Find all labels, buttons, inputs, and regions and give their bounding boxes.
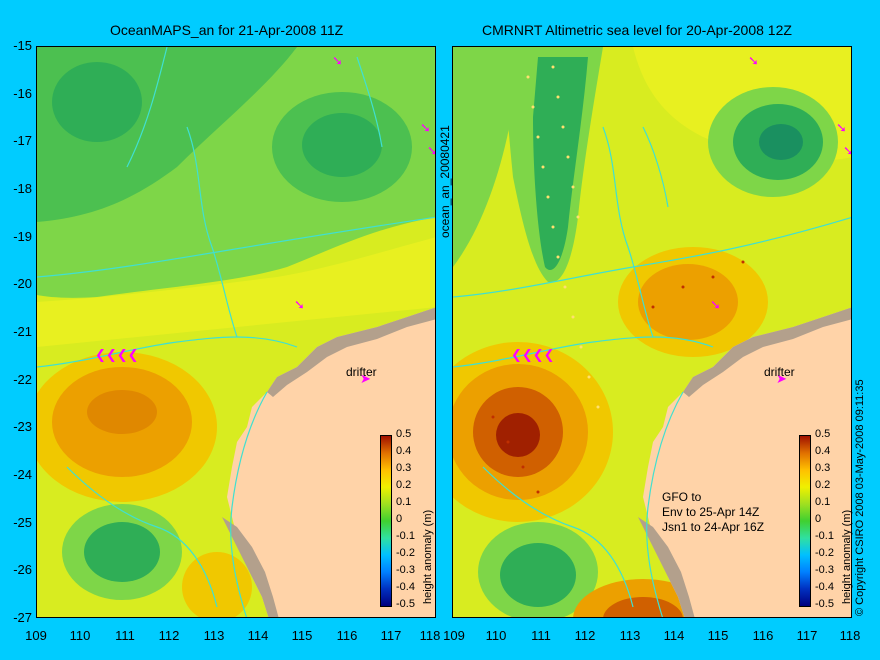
left-x-tick: 114 xyxy=(247,628,269,643)
left-x-tick: 109 xyxy=(25,628,47,643)
drift-arrow-icon: ➘ xyxy=(420,121,431,136)
left-colorbar-tick: -0.1 xyxy=(396,530,415,542)
drift-arrow-icon: ❮❮❮❮ xyxy=(95,348,139,363)
right-drifter-label: drifter xyxy=(764,365,795,379)
right-x-tick: 117 xyxy=(796,628,818,643)
right-colorbar-tick: 0.4 xyxy=(815,445,831,457)
satellite-line-1: GFO to xyxy=(662,490,702,504)
y-tick: -27 xyxy=(13,610,32,625)
left-x-tick: 115 xyxy=(291,628,313,643)
right-x-tick: 113 xyxy=(619,628,641,643)
y-tick: -25 xyxy=(13,515,32,530)
drift-arrow-icon: ➘ xyxy=(427,144,436,159)
y-tick: -19 xyxy=(13,229,32,244)
right-colorbar-tick: -0.5 xyxy=(815,598,834,610)
right-x-tick: 115 xyxy=(707,628,729,643)
right-x-tick: 114 xyxy=(663,628,685,643)
drift-arrow-icon: ➘ xyxy=(748,54,759,69)
left-x-tick: 112 xyxy=(158,628,180,643)
left-colorbar xyxy=(380,435,392,607)
left-colorbar-tick: 0.4 xyxy=(396,445,412,457)
y-tick: -22 xyxy=(13,372,32,387)
left-colorbar-tick: 0 xyxy=(396,513,403,525)
left-x-tick: 117 xyxy=(380,628,402,643)
left-colorbar-tick: -0.4 xyxy=(396,581,415,593)
model-run-label: ocean_an_20080421 xyxy=(438,125,452,238)
y-tick: -24 xyxy=(13,467,32,482)
right-colorbar-tick: 0.1 xyxy=(815,496,831,508)
drifter-arrow-icon: ➤ xyxy=(360,372,371,387)
left-colorbar-tick: 0.5 xyxy=(396,428,412,440)
y-tick: -17 xyxy=(13,133,32,148)
left-map-title: OceanMAPS_an for 21-Apr-2008 11Z xyxy=(110,22,344,38)
left-colorbar-tick: -0.5 xyxy=(396,598,415,610)
right-colorbar-tick: -0.2 xyxy=(815,547,834,559)
right-x-tick: 118 xyxy=(839,628,861,643)
right-x-tick: 112 xyxy=(574,628,596,643)
left-colorbar-tick: 0.3 xyxy=(396,462,412,474)
drifter-arrow-icon: ➤ xyxy=(776,372,787,387)
right-map: ➘ ➘ ➘ ➘ ❮❮❮❮ ➤ xyxy=(452,46,852,618)
left-colorbar-tick: 0.1 xyxy=(396,496,412,508)
left-map: ➘ ➘ ➘ ➘ ❮❮❮❮ ➤ xyxy=(36,46,436,618)
y-tick: -16 xyxy=(13,86,32,101)
right-colorbar-tick: 0 xyxy=(815,513,822,525)
satellite-line-3: Jsn1 to 24-Apr 16Z xyxy=(662,520,765,534)
right-x-tick: 116 xyxy=(752,628,774,643)
right-map-title: CMRNRT Altimetric sea level for 20-Apr-2… xyxy=(482,22,792,38)
left-x-tick: 111 xyxy=(115,628,135,643)
right-colorbar-tick: -0.1 xyxy=(815,530,834,542)
drift-arrow-icon: ➘ xyxy=(836,121,847,136)
left-x-tick: 113 xyxy=(203,628,225,643)
y-tick: -21 xyxy=(13,324,32,339)
left-x-tick: 118 xyxy=(419,628,441,643)
left-drifter-label: drifter xyxy=(346,365,377,379)
right-colorbar-tick: 0.2 xyxy=(815,479,831,491)
right-colorbar-tick: 0.3 xyxy=(815,462,831,474)
y-tick: -18 xyxy=(13,181,32,196)
drift-arrow-icon: ➘ xyxy=(294,298,305,313)
right-colorbar xyxy=(799,435,811,607)
drift-arrow-icon: ➘ xyxy=(843,144,852,159)
copyright-text: © Copyright CSIRO 2008 03-May-2008 09:11… xyxy=(854,379,866,616)
left-colorbar-tick: 0.2 xyxy=(396,479,412,491)
left-x-tick: 110 xyxy=(69,628,91,643)
y-tick: -20 xyxy=(13,276,32,291)
drift-arrow-icon: ➘ xyxy=(332,54,343,69)
right-colorbar-tick: -0.4 xyxy=(815,581,834,593)
drift-arrow-icon: ➘ xyxy=(710,298,721,313)
right-colorbar-tick: 0.5 xyxy=(815,428,831,440)
left-colorbar-tick: -0.3 xyxy=(396,564,415,576)
right-x-tick: 109 xyxy=(443,628,465,643)
right-x-tick: 111 xyxy=(531,628,551,643)
right-colorbar-tick: -0.3 xyxy=(815,564,834,576)
y-tick: -26 xyxy=(13,562,32,577)
satellite-line-2: Env to 25-Apr 14Z xyxy=(662,505,760,519)
left-colorbar-tick: -0.2 xyxy=(396,547,415,559)
left-x-tick: 116 xyxy=(336,628,358,643)
right-x-tick: 110 xyxy=(485,628,507,643)
left-colorbar-label: height anomaly (m) xyxy=(422,509,434,604)
y-tick: -23 xyxy=(13,419,32,434)
right-colorbar-label: height anomaly (m) xyxy=(841,509,853,604)
y-tick: -15 xyxy=(13,38,32,53)
drift-arrow-icon: ❮❮❮❮ xyxy=(511,348,555,363)
